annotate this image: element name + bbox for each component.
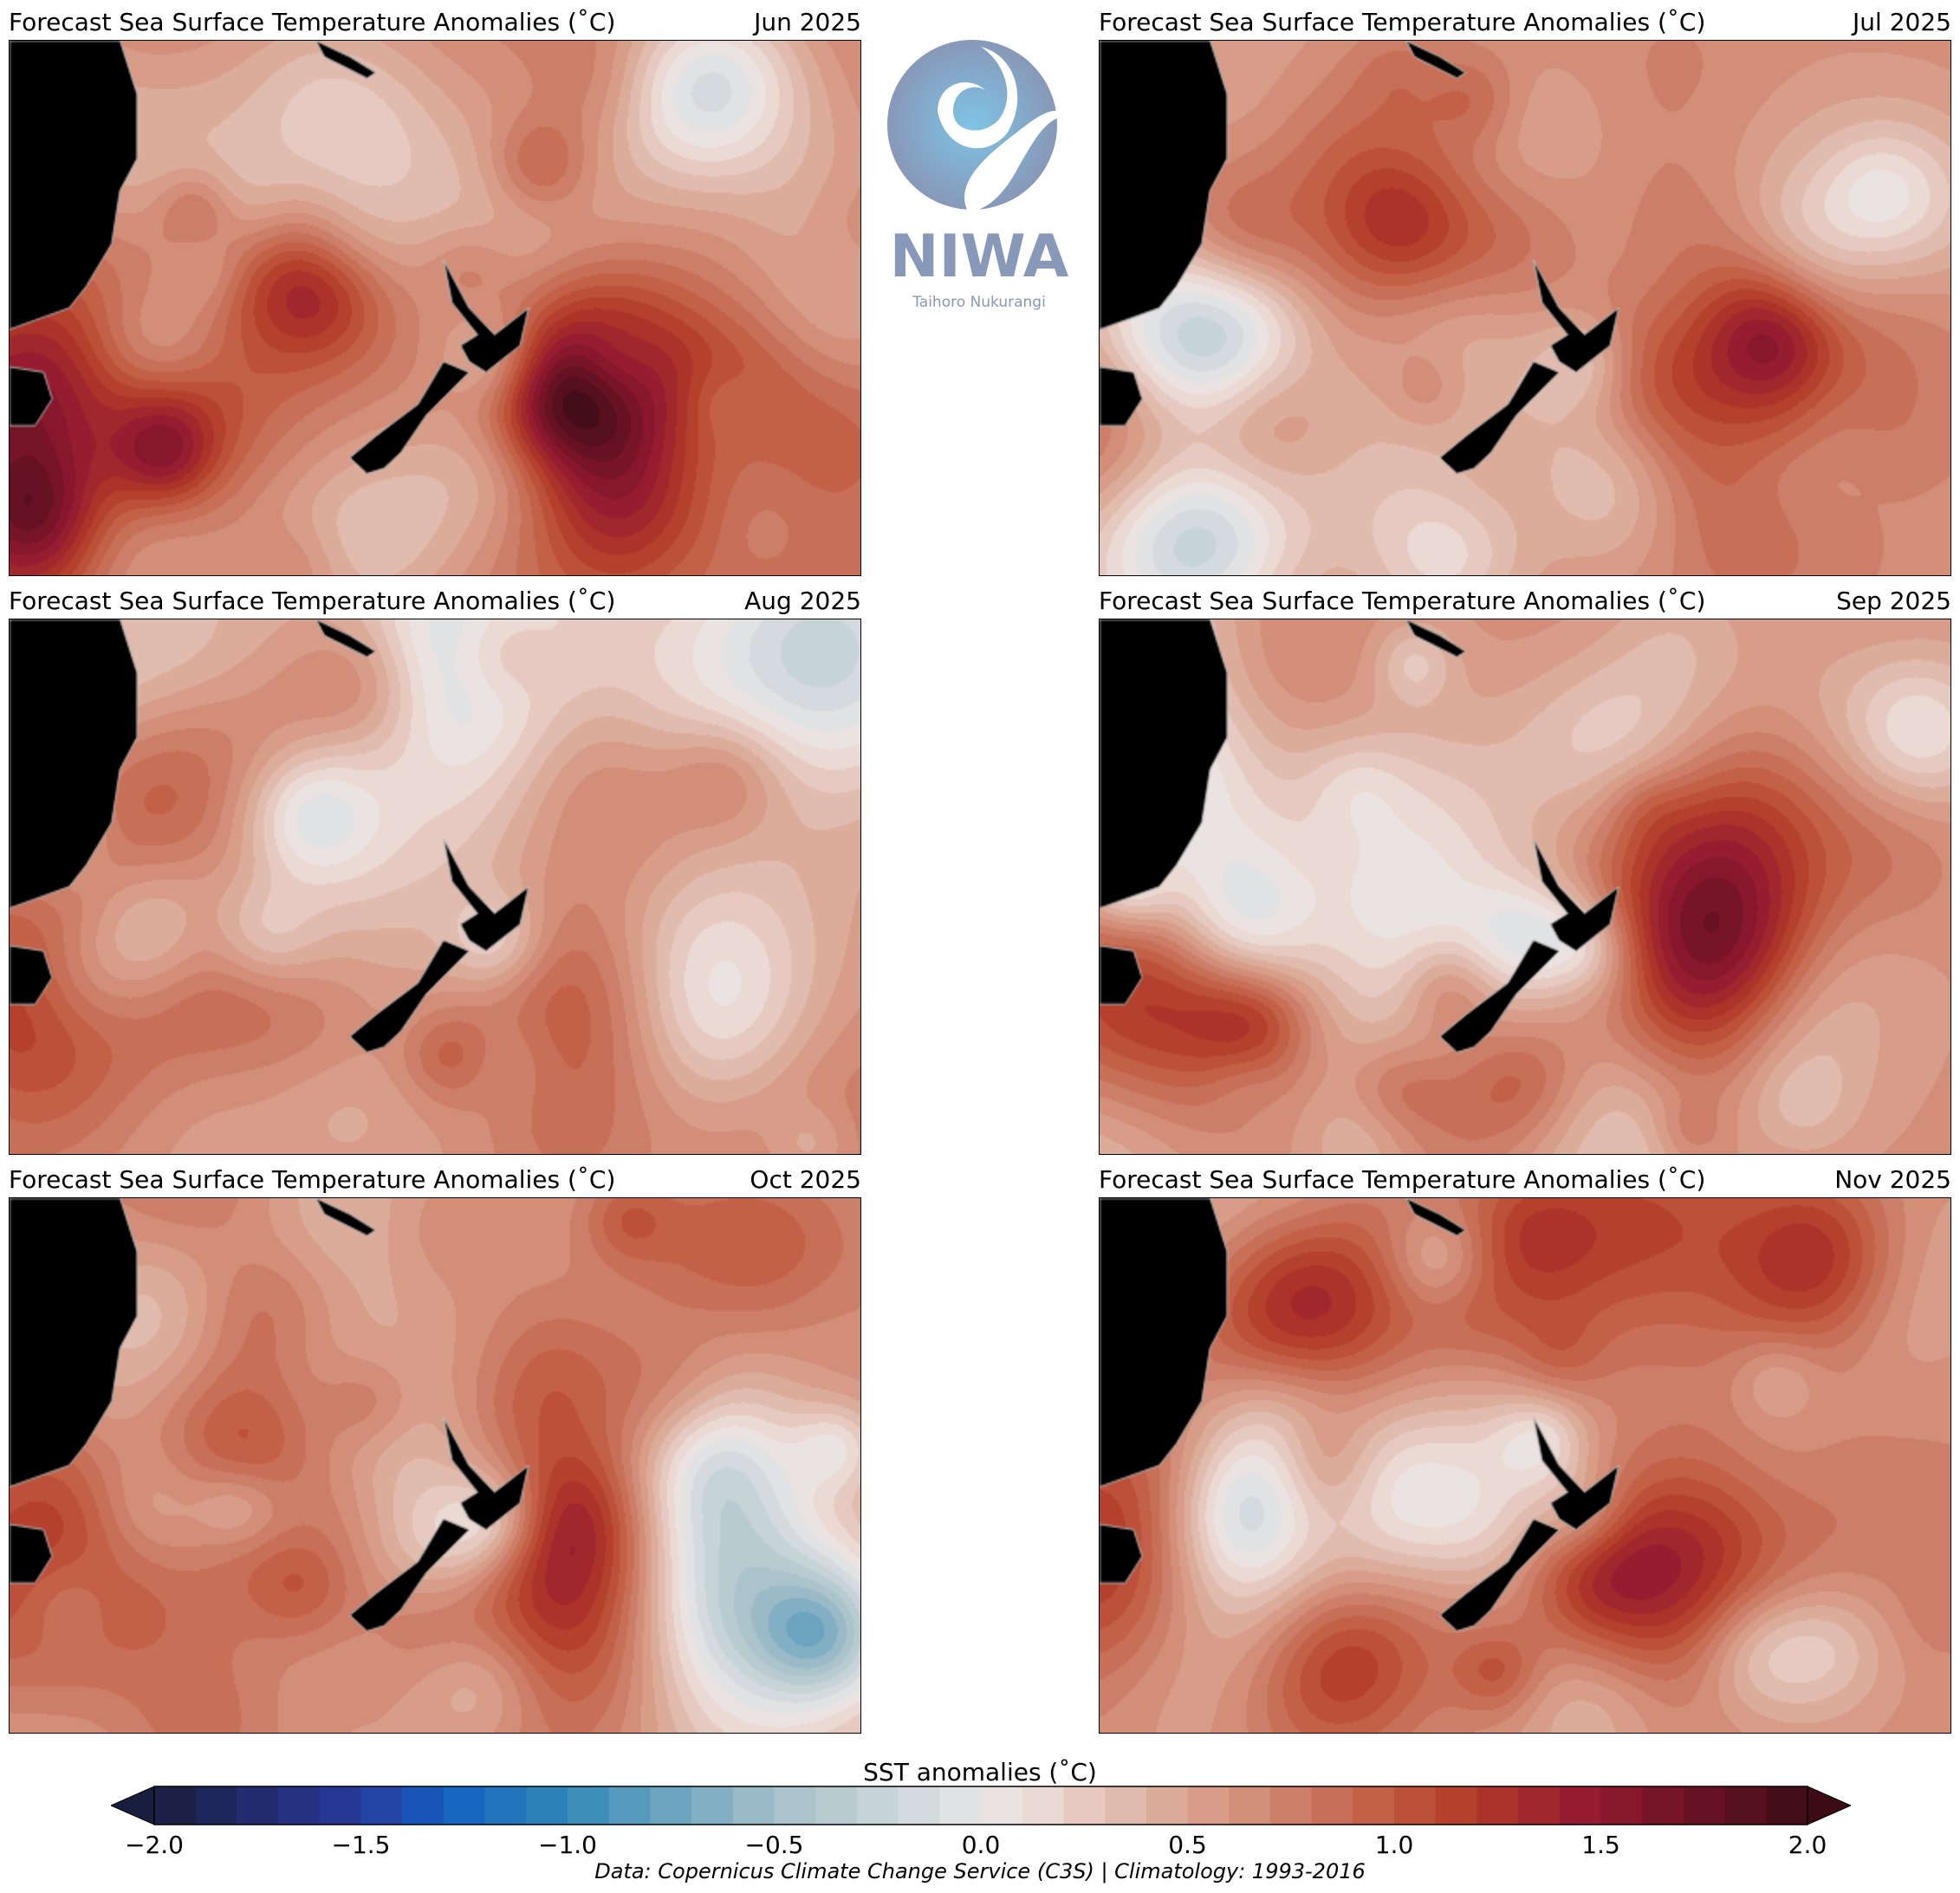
panel-title: Forecast Sea Surface Temperature Anomali… (1099, 587, 1706, 615)
panel-title: Forecast Sea Surface Temperature Anomali… (9, 8, 616, 36)
panel-month: Nov 2025 (1834, 1165, 1951, 1194)
colorbar-bin (1683, 1786, 1726, 1825)
colorbar-bin (1145, 1786, 1189, 1825)
colorbar-bin (1559, 1786, 1602, 1825)
sst-map (9, 40, 861, 576)
sst-map (1099, 619, 1951, 1155)
colorbar-bin (608, 1786, 651, 1825)
panel-month: Oct 2025 (750, 1165, 861, 1194)
panel-title: Forecast Sea Surface Temperature Anomali… (9, 1165, 616, 1194)
sst-map (9, 1197, 861, 1734)
colorbar (111, 1786, 1851, 1825)
colorbar-bin (1311, 1786, 1353, 1825)
colorbar-bin (774, 1786, 816, 1825)
colorbar-tick-label: 0.0 (961, 1831, 1001, 1859)
colorbar-tick-label: 2.0 (1788, 1831, 1827, 1859)
colorbar-bin (443, 1786, 486, 1825)
colorbar-bin (815, 1786, 858, 1825)
colorbar-bin (1724, 1786, 1767, 1825)
panel-month: Sep 2025 (1836, 587, 1951, 615)
logo-subtitle: Taihoro Nukurangi (912, 294, 1046, 311)
colorbar-bin (484, 1786, 527, 1825)
colorbar-bin (650, 1786, 692, 1825)
colorbar-bin (1766, 1786, 1808, 1825)
colorbar-bin (1063, 1786, 1106, 1825)
colorbar-bin (939, 1786, 982, 1825)
colorbar-bin (1022, 1786, 1064, 1825)
sst-map (1099, 1197, 1951, 1734)
colorbar-tick-label: −1.5 (331, 1831, 391, 1859)
colorbar-bin (568, 1786, 610, 1825)
colorbar-bin (402, 1786, 445, 1825)
colorbar-bin (195, 1786, 237, 1825)
colorbar-bin (154, 1786, 197, 1825)
colorbar-bin (278, 1786, 321, 1825)
panel-month: Jul 2025 (1853, 8, 1951, 36)
colorbar-tick-label: −2.0 (125, 1831, 184, 1859)
colorbar-label: SST anomalies (˚C) (863, 1758, 1097, 1786)
colorbar-bin (526, 1786, 568, 1825)
colorbar-bin (1476, 1786, 1519, 1825)
data-credit: Data: Copernicus Climate Change Service … (594, 1859, 1366, 1883)
colorbar-bin (1394, 1786, 1437, 1825)
logo-wordmark: NIWA (890, 223, 1069, 291)
colorbar-bin (360, 1786, 403, 1825)
colorbar-tick-label: 0.5 (1168, 1831, 1207, 1859)
panel-title: Forecast Sea Surface Temperature Anomali… (1099, 8, 1706, 36)
niwa-logo: NIWA Taihoro Nukurangi (887, 29, 1069, 311)
colorbar-bin (1600, 1786, 1643, 1825)
colorbar-tick-label: −0.5 (744, 1831, 804, 1859)
colorbar-bin (1518, 1786, 1561, 1825)
colorbar-bin (1642, 1786, 1684, 1825)
panel-title: Forecast Sea Surface Temperature Anomali… (1099, 1165, 1706, 1194)
colorbar-tick-label: 1.0 (1374, 1831, 1414, 1859)
sst-map (9, 619, 861, 1155)
colorbar-bin (319, 1786, 362, 1825)
panel-month: Jun 2025 (754, 8, 861, 36)
colorbar-extend-min (111, 1786, 155, 1825)
colorbar-bin (981, 1786, 1023, 1825)
colorbar-bin (1187, 1786, 1230, 1825)
colorbar-tick-label: −1.0 (538, 1831, 597, 1859)
colorbar-bin (1229, 1786, 1271, 1825)
colorbar-frame (153, 1786, 1808, 1825)
colorbar-tick-label: 1.5 (1581, 1831, 1620, 1859)
colorbar-bin (691, 1786, 734, 1825)
panel-title: Forecast Sea Surface Temperature Anomali… (9, 587, 616, 615)
colorbar-bin (1105, 1786, 1147, 1825)
colorbar-bin (898, 1786, 940, 1825)
colorbar-bin (1353, 1786, 1395, 1825)
colorbar-bin (1269, 1786, 1313, 1825)
colorbar-bin (1435, 1786, 1477, 1825)
colorbar-bin (237, 1786, 279, 1825)
colorbar-extend-max (1807, 1786, 1851, 1825)
panel-month: Aug 2025 (744, 587, 861, 615)
sst-map (1099, 40, 1951, 576)
colorbar-bin (856, 1786, 899, 1825)
colorbar-bin (732, 1786, 776, 1825)
